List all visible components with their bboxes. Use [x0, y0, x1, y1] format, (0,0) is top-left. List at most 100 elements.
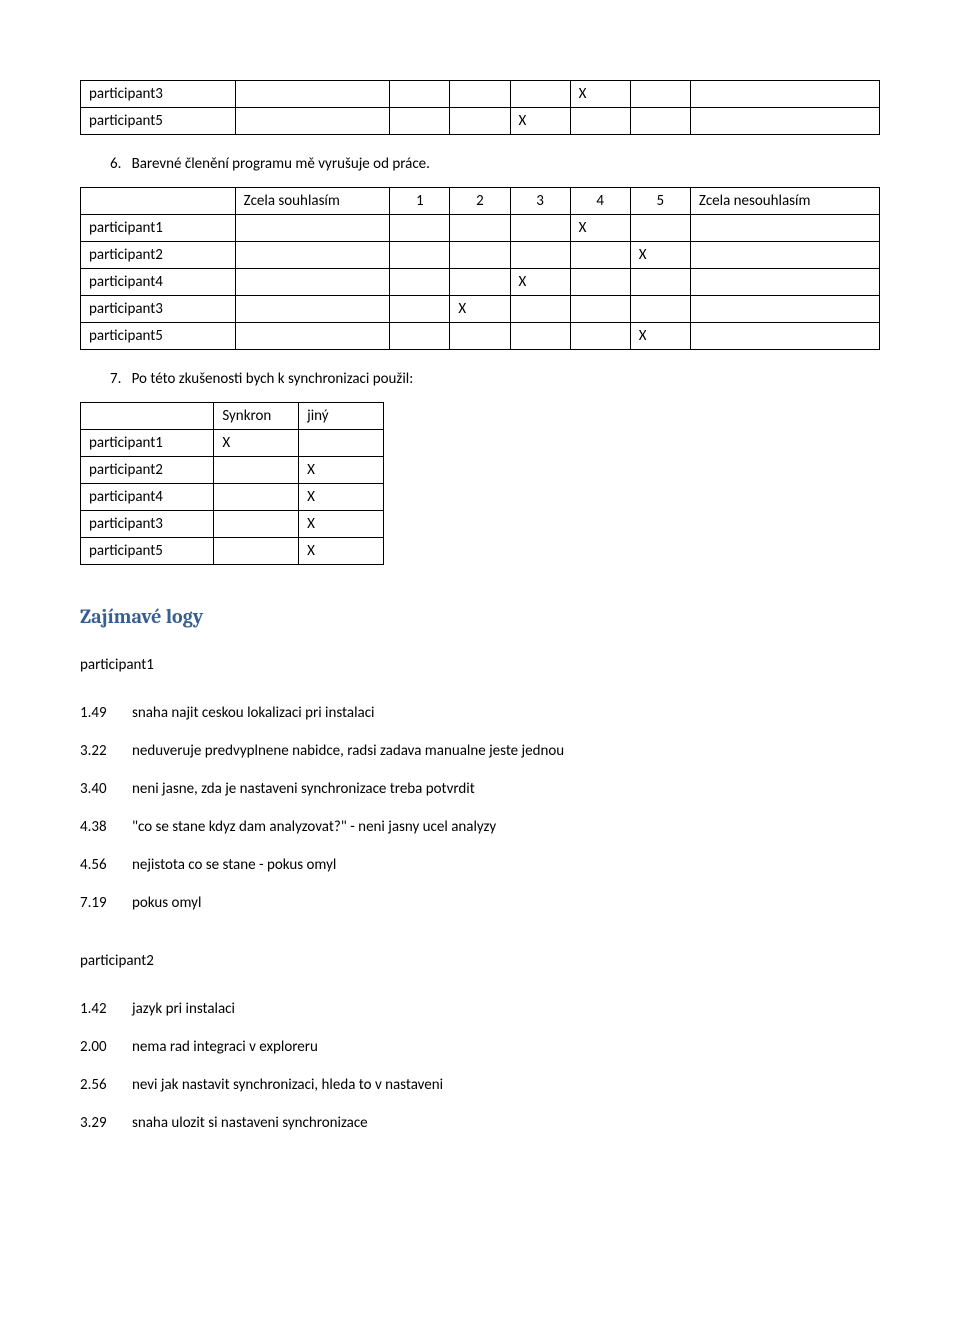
cell: X [570, 215, 630, 242]
cell [690, 81, 879, 108]
cell [690, 296, 879, 323]
cell [450, 323, 510, 350]
cell [510, 242, 570, 269]
cell [235, 242, 390, 269]
header-num: 5 [630, 188, 690, 215]
table-header: Synkronjiný [81, 403, 384, 430]
header-cell [81, 403, 214, 430]
table-row: participant2 X [81, 242, 880, 269]
table-q7: Synkronjinýparticipant1Xparticipant2Xpar… [80, 402, 384, 565]
header-num: 2 [450, 188, 510, 215]
cell: X [510, 269, 570, 296]
row-label: participant1 [81, 430, 214, 457]
row-label: participant1 [81, 215, 236, 242]
log-text: "co se stane kdyz dam analyzovat?" - nen… [132, 818, 880, 836]
q6-num: 6. [110, 155, 121, 173]
header-cell: jiný [299, 403, 384, 430]
cell [510, 296, 570, 323]
log-row: 1.42jazyk pri instalaci [80, 1000, 880, 1018]
cell [214, 484, 299, 511]
cell [630, 108, 690, 135]
q7-num: 7. [110, 370, 121, 388]
section-title: Zajímavé logy [80, 605, 880, 628]
cell: X [450, 296, 510, 323]
log-time: 3.29 [80, 1114, 132, 1132]
cell [235, 215, 390, 242]
table-q6: Zcela souhlasím12345Zcela nesouhlasímpar… [80, 187, 880, 350]
participant2-logs: 1.42jazyk pri instalaci2.00nema rad inte… [80, 1000, 880, 1132]
cell: X [570, 81, 630, 108]
question-7: 7. Po této zkušenosti bych k synchroniza… [110, 370, 880, 388]
log-text: neni jasne, zda je nastaveni synchroniza… [132, 780, 880, 798]
cell [450, 242, 510, 269]
cell [390, 215, 450, 242]
cell [450, 108, 510, 135]
header-right: Zcela nesouhlasím [690, 188, 879, 215]
log-text: pokus omyl [132, 894, 880, 912]
log-row: 4.38"co se stane kdyz dam analyzovat?" -… [80, 818, 880, 836]
log-row: 4.56nejistota co se stane - pokus omyl [80, 856, 880, 874]
row-label: participant2 [81, 457, 214, 484]
table-row: participant1X [81, 430, 384, 457]
cell [510, 323, 570, 350]
cell [570, 296, 630, 323]
log-time: 2.56 [80, 1076, 132, 1094]
log-time: 4.38 [80, 818, 132, 836]
log-row: 3.22neduveruje predvyplnene nabidce, rad… [80, 742, 880, 760]
cell [235, 269, 390, 296]
cell [630, 215, 690, 242]
cell [570, 108, 630, 135]
cell: X [299, 538, 384, 565]
log-text: nejistota co se stane - pokus omyl [132, 856, 880, 874]
header-num: 3 [510, 188, 570, 215]
cell [510, 215, 570, 242]
cell [510, 81, 570, 108]
log-time: 7.19 [80, 894, 132, 912]
header-num: 1 [390, 188, 450, 215]
log-row: 2.56nevi jak nastavit synchronizaci, hle… [80, 1076, 880, 1094]
table-row: participant1 X [81, 215, 880, 242]
log-time: 3.22 [80, 742, 132, 760]
row-label: participant3 [81, 81, 236, 108]
cell [214, 457, 299, 484]
cell [390, 323, 450, 350]
cell [235, 81, 390, 108]
cell [390, 269, 450, 296]
cell [630, 81, 690, 108]
row-label: participant2 [81, 242, 236, 269]
log-time: 3.40 [80, 780, 132, 798]
log-text: neduveruje predvyplnene nabidce, radsi z… [132, 742, 880, 760]
row-label: participant5 [81, 108, 236, 135]
q6-text: Barevné členění programu mě vyrušuje od … [132, 155, 430, 173]
cell [690, 108, 879, 135]
row-label: participant5 [81, 538, 214, 565]
cell [299, 430, 384, 457]
cell [81, 188, 236, 215]
cell [690, 242, 879, 269]
cell [450, 269, 510, 296]
row-label: participant3 [81, 511, 214, 538]
cell [235, 296, 390, 323]
log-text: snaha najit ceskou lokalizaci pri instal… [132, 704, 880, 722]
table-header: Zcela souhlasím12345Zcela nesouhlasím [81, 188, 880, 215]
cell: X [630, 242, 690, 269]
cell: X [630, 323, 690, 350]
log-text: nevi jak nastavit synchronizaci, hleda t… [132, 1076, 880, 1094]
log-time: 1.49 [80, 704, 132, 722]
header-num: 4 [570, 188, 630, 215]
table-row: participant5X [81, 323, 880, 350]
cell [450, 215, 510, 242]
cell [214, 511, 299, 538]
table-row: participant4X [81, 484, 384, 511]
log-row: 7.19pokus omyl [80, 894, 880, 912]
question-6: 6. Barevné členění programu mě vyrušuje … [110, 155, 880, 173]
cell: X [214, 430, 299, 457]
row-label: participant4 [81, 269, 236, 296]
cell: X [299, 457, 384, 484]
log-time: 1.42 [80, 1000, 132, 1018]
log-text: nema rad integraci v exploreru [132, 1038, 880, 1056]
cell [390, 81, 450, 108]
cell [690, 269, 879, 296]
log-row: 1.49snaha najit ceskou lokalizaci pri in… [80, 704, 880, 722]
log-time: 4.56 [80, 856, 132, 874]
